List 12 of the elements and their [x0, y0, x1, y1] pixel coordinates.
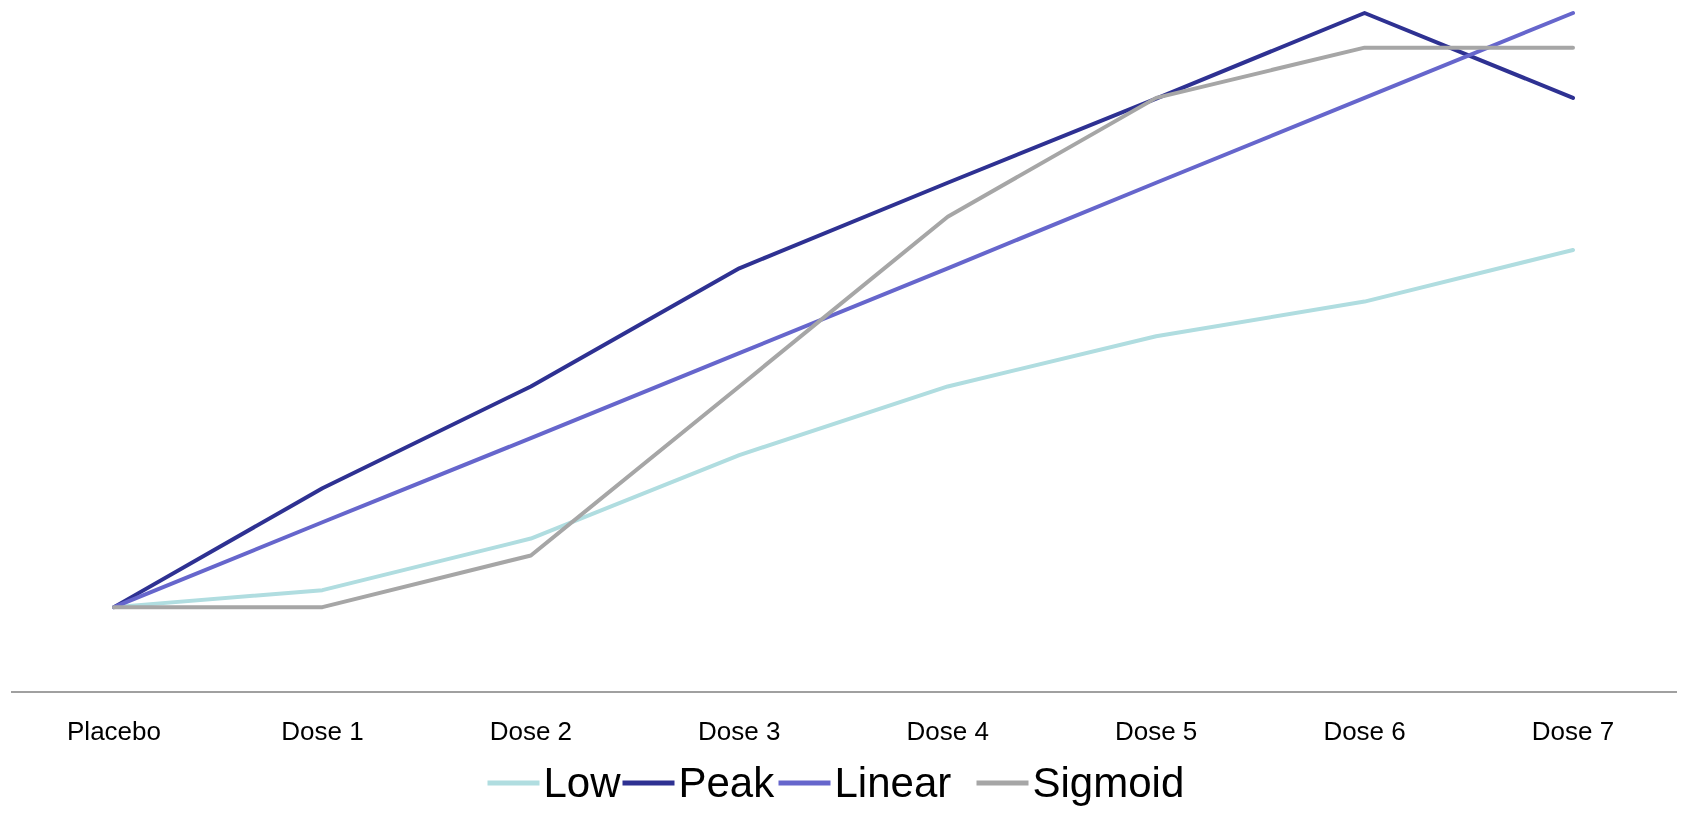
- x-tick-label: Dose 2: [489, 716, 573, 746]
- x-tick-label: Dose 4: [906, 716, 989, 746]
- legend-label: Low: [543, 759, 622, 806]
- legend-label: Peak: [678, 759, 776, 806]
- x-tick-label: Placebo: [67, 716, 161, 746]
- x-tick-label: Dose 1: [281, 716, 364, 746]
- x-tick-label: Dose 7: [1531, 716, 1615, 746]
- legend-label: Sigmoid: [1032, 759, 1185, 806]
- legend-label: Linear: [834, 759, 952, 806]
- x-tick-label: Dose 6: [1323, 716, 1406, 746]
- x-tick-label: Dose 3: [698, 716, 781, 746]
- x-tick-label: Dose 5: [1114, 716, 1198, 746]
